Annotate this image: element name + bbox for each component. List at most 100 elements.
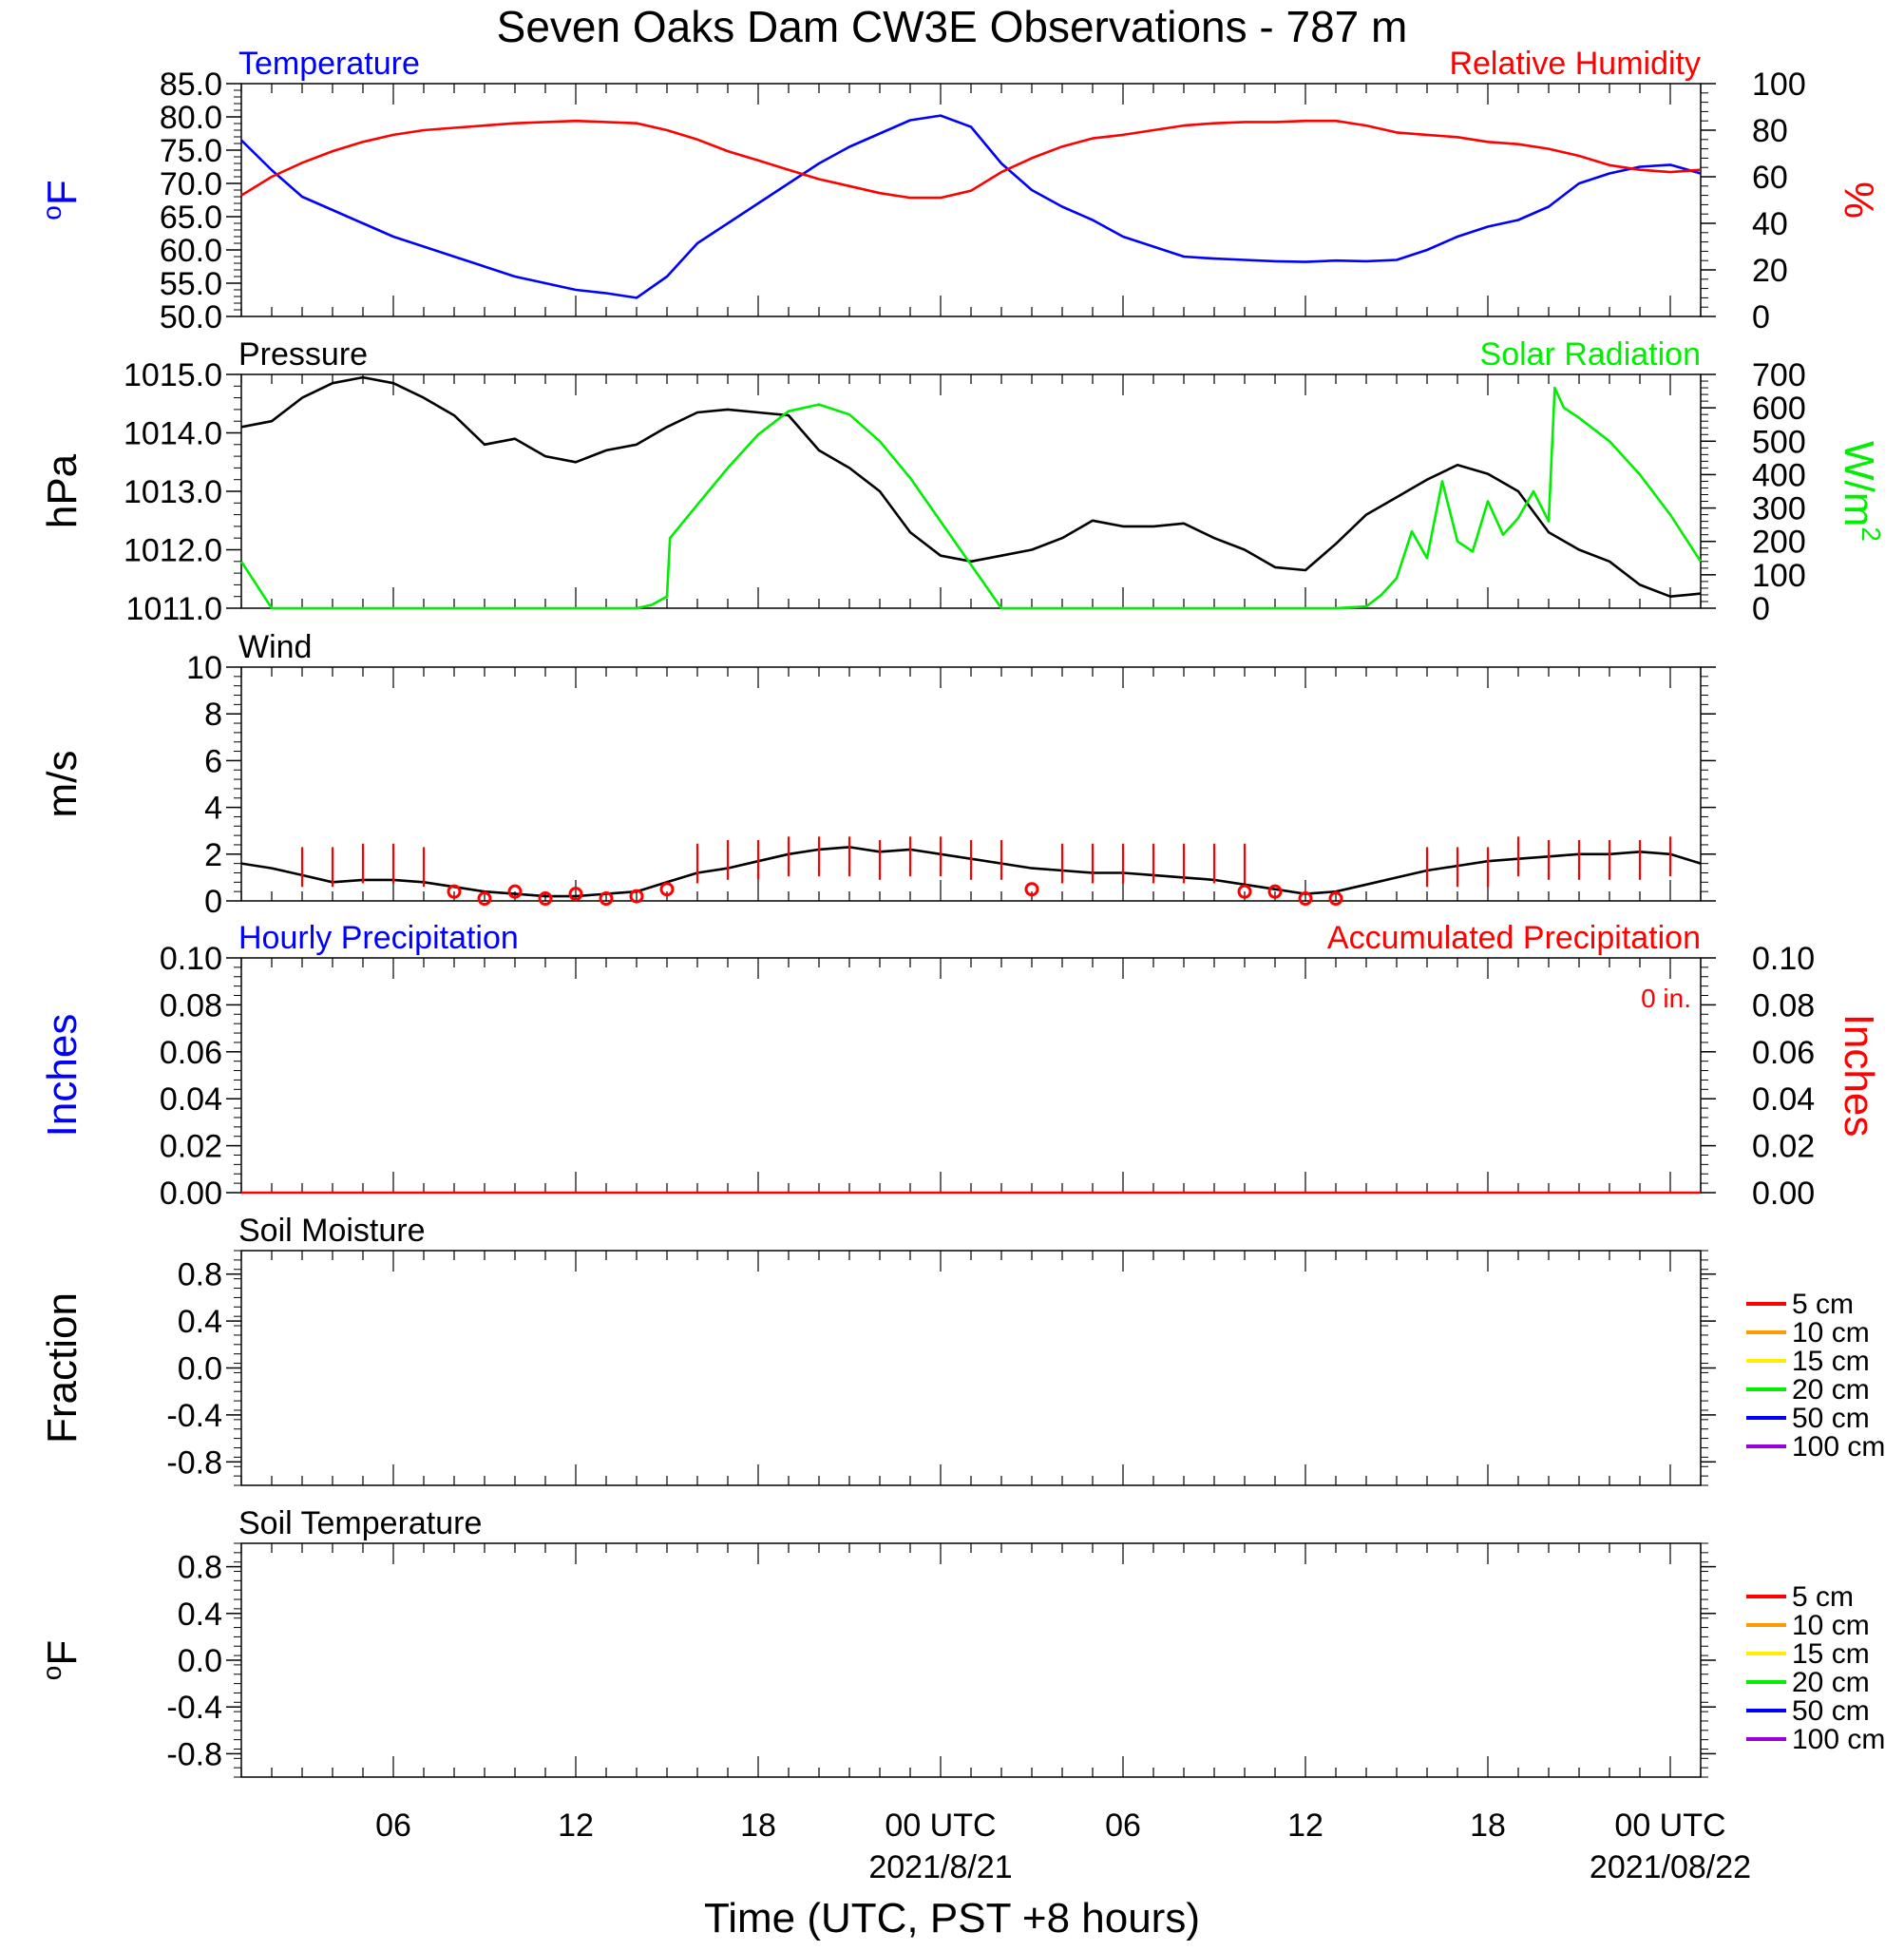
y-right-tick-label: 0.00 xyxy=(1752,1176,1815,1212)
legend-label: 5 cm xyxy=(1792,1581,1854,1613)
y-tick-label: 0.04 xyxy=(160,1081,222,1118)
y-tick-label: 0.0 xyxy=(178,1643,222,1679)
y-right-tick-label: 80 xyxy=(1752,113,1788,149)
y-tick-label: 55.0 xyxy=(160,266,222,302)
y-tick-label: 65.0 xyxy=(160,200,222,236)
y-right-tick-label: 600 xyxy=(1752,391,1806,427)
y-tick-label: -0.4 xyxy=(166,1690,222,1726)
panel-4: 0.10 0.08 0.06 0.04 0.02 0.00 0.10 0.08 0.06 0.04… xyxy=(39,920,1882,1212)
legend-label: 20 cm xyxy=(1792,1374,1870,1406)
legend-label: 15 cm xyxy=(1792,1346,1870,1377)
y-axis-label-left: hPa xyxy=(39,453,86,528)
calm-marker xyxy=(538,891,553,907)
y-right-tick-label: 700 xyxy=(1752,357,1806,393)
chart-title: Seven Oaks Dam CW3E Observations - 787 m xyxy=(497,2,1408,51)
panel-title-left: Soil Temperature xyxy=(238,1505,482,1541)
y-tick-label: 2 xyxy=(204,837,222,873)
y-right-tick-label: 100 xyxy=(1752,67,1806,103)
x-tick-label: 06 xyxy=(1105,1808,1141,1844)
y-right-tick-label: 0.02 xyxy=(1752,1129,1815,1165)
y-right-tick-label: 0.06 xyxy=(1752,1035,1815,1071)
y-axis-label-left: Inches xyxy=(39,1014,86,1138)
calm-marker xyxy=(1237,884,1252,899)
y-tick-label: 0.00 xyxy=(160,1176,222,1212)
y-tick-label: 0.4 xyxy=(178,1304,222,1340)
y-tick-label: 10 xyxy=(186,650,222,686)
legend-label: 20 cm xyxy=(1792,1667,1870,1698)
y-right-tick-label: 40 xyxy=(1752,206,1788,242)
y-tick-label: 1014.0 xyxy=(124,416,222,452)
plot-frame xyxy=(240,1542,1702,1778)
y-right-tick-label: 60 xyxy=(1752,160,1788,196)
unit-base: W/m xyxy=(1836,441,1882,526)
y-right-tick-label: 100 xyxy=(1752,558,1806,594)
panel-title-right: Solar Radiation xyxy=(1480,336,1701,373)
legend-label: 100 cm xyxy=(1792,1724,1885,1755)
y-right-tick-label: 0.08 xyxy=(1752,987,1815,1023)
precip-total-label: 0 in. xyxy=(1641,984,1691,1013)
y-tick-label: 0.0 xyxy=(178,1351,222,1387)
degree-sign: o xyxy=(37,205,67,220)
legend-label: 10 cm xyxy=(1792,1610,1870,1641)
panel-1: 85.080.075.070.065.060.055.050.0 100 80 60 4… xyxy=(37,46,1882,335)
y-tick-label: 8 xyxy=(204,697,222,733)
x-tick-label: 00 UTC xyxy=(1614,1808,1725,1844)
calm-marker xyxy=(447,884,462,899)
series-temperature xyxy=(240,114,1702,299)
y-tick-label: 0.02 xyxy=(160,1129,222,1165)
calm-marker xyxy=(1267,884,1283,899)
y-right-tick-label: 500 xyxy=(1752,424,1806,460)
y-tick-label: 0.4 xyxy=(178,1597,222,1633)
y-tick-label: -0.8 xyxy=(166,1444,222,1481)
unit-letter: F xyxy=(39,1640,86,1666)
x-date-label: 2021/08/22 xyxy=(1590,1849,1751,1885)
y-tick-label: 0.08 xyxy=(160,987,222,1023)
panel-5: 0.8 0.4 0.0 -0.4 -0.8 Soil Moisture Fraction 5 … xyxy=(39,1213,1885,1486)
legend-label: 10 cm xyxy=(1792,1317,1870,1348)
calm-marker xyxy=(629,889,644,904)
x-tick-label: 12 xyxy=(558,1808,594,1844)
panel-2: 1015.0 1014.0 1013.0 1012.0 1011.0 7006005004… xyxy=(39,336,1886,627)
plot-frame xyxy=(240,957,1702,1194)
legend-label: 50 cm xyxy=(1792,1695,1870,1727)
legend-label: 15 cm xyxy=(1792,1638,1870,1670)
y-tick-label: 6 xyxy=(204,743,222,779)
y-axis-label-right: Inches xyxy=(1836,1014,1882,1138)
y-tick-label: 75.0 xyxy=(160,133,222,169)
panel-title-left: Temperature xyxy=(238,46,420,82)
y-tick-label: 1015.0 xyxy=(124,357,222,393)
y-tick-label: 4 xyxy=(204,791,222,827)
y-tick-label: 80.0 xyxy=(160,100,222,136)
x-tick-label: 18 xyxy=(1470,1808,1506,1844)
y-tick-label: 60.0 xyxy=(160,233,222,269)
y-tick-label: 0.8 xyxy=(178,1550,222,1586)
x-tick-label: 18 xyxy=(740,1808,776,1844)
y-right-tick-label: 0 xyxy=(1752,591,1770,627)
x-axis-label: Time (UTC, PST +8 hours) xyxy=(704,1895,1200,1941)
calm-marker xyxy=(659,882,675,897)
x-tick-label: 06 xyxy=(375,1808,411,1844)
y-tick-label: -0.4 xyxy=(166,1398,222,1434)
y-axis-label-left: m/s xyxy=(39,751,86,818)
y-axis-label-right: % xyxy=(1836,182,1882,219)
calm-marker xyxy=(568,887,583,902)
panel-title-left: Pressure xyxy=(238,336,368,373)
x-tick-label: 12 xyxy=(1287,1808,1323,1844)
legend-label: 100 cm xyxy=(1792,1431,1885,1463)
y-tick-label: 1013.0 xyxy=(124,474,222,510)
calm-marker xyxy=(599,891,614,907)
series-pressure xyxy=(240,375,1702,599)
panel-title-left: Hourly Precipitation xyxy=(238,920,519,956)
panel-3: 10 8 6 4 2 0 Wind m/s xyxy=(39,629,1716,920)
y-right-tick-label: 200 xyxy=(1752,525,1806,561)
calm-marker xyxy=(1298,891,1313,907)
y-axis-label-left: oF xyxy=(37,180,86,220)
degree-sign: o xyxy=(37,1666,67,1681)
y-tick-label: 1012.0 xyxy=(124,533,222,569)
y-axis-label-left: Fraction xyxy=(39,1292,86,1444)
y-right-tick-label: 0 xyxy=(1752,299,1770,335)
y-axis-label-right: W/m2 xyxy=(1836,441,1886,542)
calm-marker xyxy=(1328,891,1343,907)
